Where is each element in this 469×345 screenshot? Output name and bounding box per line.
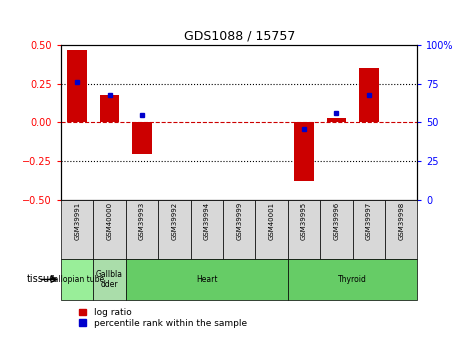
Bar (359, 68, 378, 122)
Text: GSM39992: GSM39992 (171, 202, 177, 240)
Bar (61, 259, 93, 300)
Text: Fallopian tube: Fallopian tube (50, 275, 104, 284)
Text: tissue: tissue (27, 275, 56, 284)
Title: GDS1088 / 15757: GDS1088 / 15757 (183, 29, 295, 42)
Bar (61, 200, 93, 259)
Text: GSM39996: GSM39996 (333, 202, 340, 240)
Legend: log ratio, percentile rank within the sample: log ratio, percentile rank within the sa… (79, 308, 247, 328)
Text: GSM40000: GSM40000 (106, 202, 113, 240)
Bar (294, 122, 314, 181)
Bar (353, 200, 385, 259)
Bar (190, 200, 223, 259)
Bar (327, 118, 346, 122)
Text: GSM39995: GSM39995 (301, 202, 307, 240)
Bar (288, 259, 417, 300)
Bar (256, 200, 288, 259)
Bar (100, 95, 119, 122)
Text: GSM39998: GSM39998 (398, 202, 404, 240)
Text: Thyroid: Thyroid (338, 275, 367, 284)
Bar (93, 200, 126, 259)
Bar (126, 259, 288, 300)
Bar (93, 259, 126, 300)
Bar (158, 200, 190, 259)
Text: Gallbla
dder: Gallbla dder (96, 270, 123, 289)
Text: Heart: Heart (196, 275, 218, 284)
Text: GSM40001: GSM40001 (269, 202, 274, 240)
Text: GSM39991: GSM39991 (74, 202, 80, 240)
Text: GSM39994: GSM39994 (204, 202, 210, 240)
Bar (223, 200, 256, 259)
Text: GSM39993: GSM39993 (139, 202, 145, 240)
Bar (288, 200, 320, 259)
Bar (126, 200, 158, 259)
Bar (320, 200, 353, 259)
Bar (132, 122, 151, 154)
Bar (385, 200, 417, 259)
Text: GSM39999: GSM39999 (236, 202, 242, 240)
Bar (68, 50, 87, 122)
Text: GSM39997: GSM39997 (366, 202, 372, 240)
